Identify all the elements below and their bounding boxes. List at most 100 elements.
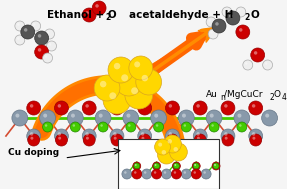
Circle shape <box>44 29 55 39</box>
Circle shape <box>203 171 206 174</box>
Circle shape <box>15 35 25 45</box>
Circle shape <box>58 137 61 140</box>
Circle shape <box>27 129 41 143</box>
Circle shape <box>194 164 196 166</box>
Circle shape <box>226 11 240 25</box>
Circle shape <box>35 45 49 59</box>
Circle shape <box>100 124 103 127</box>
Circle shape <box>42 122 53 132</box>
Circle shape <box>30 132 33 136</box>
Circle shape <box>30 137 33 140</box>
Circle shape <box>166 101 179 115</box>
Text: Cu doping: Cu doping <box>8 148 59 157</box>
Circle shape <box>174 171 176 174</box>
Circle shape <box>15 114 20 118</box>
Circle shape <box>169 137 172 140</box>
Circle shape <box>55 129 68 143</box>
Circle shape <box>166 134 179 146</box>
Circle shape <box>208 29 218 39</box>
Circle shape <box>135 164 137 166</box>
Circle shape <box>193 171 196 174</box>
Circle shape <box>212 162 220 170</box>
Circle shape <box>55 134 67 146</box>
Circle shape <box>31 21 41 31</box>
Circle shape <box>46 41 57 51</box>
Circle shape <box>110 129 124 143</box>
Circle shape <box>249 101 263 115</box>
Circle shape <box>131 87 138 94</box>
Circle shape <box>238 9 241 12</box>
Circle shape <box>134 61 140 67</box>
Circle shape <box>164 171 166 174</box>
Circle shape <box>209 122 219 132</box>
Circle shape <box>164 135 181 153</box>
Circle shape <box>253 137 255 140</box>
Circle shape <box>152 169 162 179</box>
Circle shape <box>184 171 186 174</box>
Circle shape <box>251 48 265 62</box>
Circle shape <box>252 132 255 136</box>
Circle shape <box>222 7 232 17</box>
Circle shape <box>17 23 20 26</box>
Circle shape <box>136 69 162 95</box>
Circle shape <box>139 134 151 146</box>
Circle shape <box>144 171 146 174</box>
Circle shape <box>168 139 172 144</box>
Text: /MgCuCr: /MgCuCr <box>224 90 263 99</box>
Text: Ethanol + O: Ethanol + O <box>46 10 116 20</box>
Circle shape <box>141 132 144 136</box>
Circle shape <box>28 134 40 146</box>
Circle shape <box>212 19 226 33</box>
Text: 4: 4 <box>282 93 286 102</box>
Circle shape <box>195 164 196 166</box>
Circle shape <box>193 101 207 115</box>
Circle shape <box>128 124 131 127</box>
Circle shape <box>254 51 257 55</box>
Circle shape <box>98 122 108 132</box>
Circle shape <box>95 4 99 8</box>
Circle shape <box>224 9 227 12</box>
Circle shape <box>45 124 47 127</box>
Circle shape <box>12 110 28 126</box>
Circle shape <box>214 164 216 166</box>
Circle shape <box>134 163 140 169</box>
Circle shape <box>222 134 234 146</box>
Text: n: n <box>220 93 225 102</box>
Circle shape <box>71 114 75 118</box>
Circle shape <box>210 114 214 118</box>
Circle shape <box>236 7 246 17</box>
Circle shape <box>243 60 253 70</box>
Circle shape <box>141 137 144 140</box>
Circle shape <box>121 74 128 81</box>
Circle shape <box>103 86 131 114</box>
Circle shape <box>171 169 181 179</box>
Text: O: O <box>251 10 259 20</box>
Circle shape <box>129 56 153 80</box>
Text: O: O <box>274 90 281 99</box>
Circle shape <box>206 17 216 27</box>
Circle shape <box>35 31 49 45</box>
Text: 2: 2 <box>245 13 250 22</box>
Circle shape <box>86 137 89 140</box>
Circle shape <box>45 55 47 58</box>
Text: 2: 2 <box>105 13 110 22</box>
Circle shape <box>184 124 186 127</box>
Circle shape <box>193 129 207 143</box>
Circle shape <box>162 169 171 179</box>
Circle shape <box>21 25 35 39</box>
Circle shape <box>170 143 187 161</box>
Circle shape <box>55 101 68 115</box>
Circle shape <box>94 75 120 101</box>
Circle shape <box>201 169 211 179</box>
Circle shape <box>229 14 232 18</box>
Circle shape <box>237 122 247 132</box>
Circle shape <box>250 134 262 146</box>
Circle shape <box>110 101 124 115</box>
Circle shape <box>221 129 235 143</box>
Circle shape <box>122 169 132 179</box>
Circle shape <box>43 114 47 118</box>
Circle shape <box>158 146 175 164</box>
Circle shape <box>221 101 235 115</box>
Circle shape <box>181 169 191 179</box>
Circle shape <box>173 163 179 169</box>
